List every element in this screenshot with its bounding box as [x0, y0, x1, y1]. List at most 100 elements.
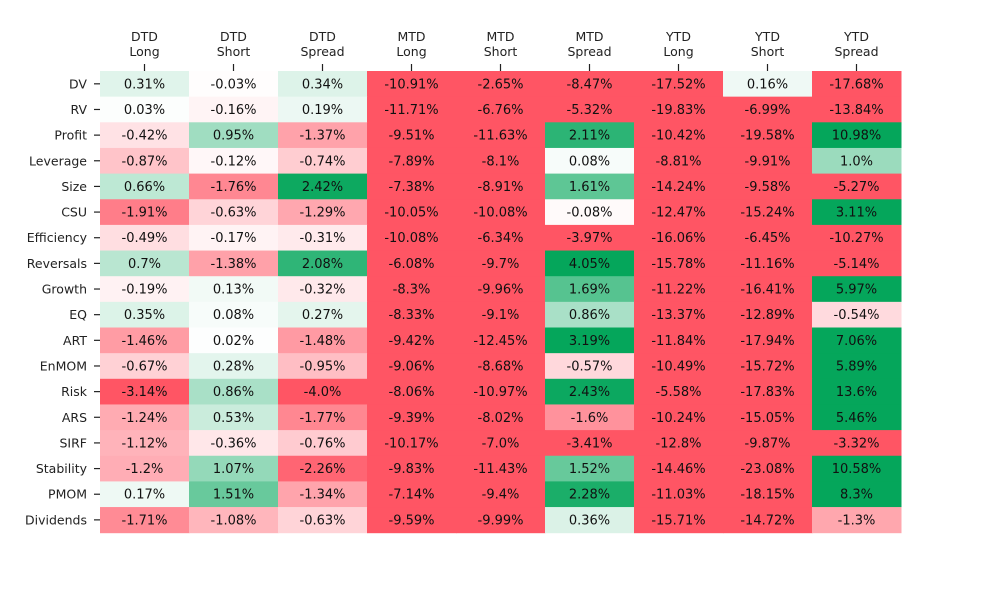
cell-value-label: -0.63% [211, 206, 257, 221]
heatmap-cell [278, 147, 368, 175]
heatmap-cell [456, 250, 546, 277]
cell-value-label: -8.1% [482, 154, 520, 169]
cell-value-label: -5.14% [834, 257, 880, 272]
column-label: YTD [754, 29, 780, 44]
heatmap-cell [189, 147, 279, 175]
heatmap-cell [634, 430, 724, 457]
heatmap-cell [278, 404, 368, 431]
cell-value-label: 0.35% [124, 308, 165, 323]
cell-value-label: -11.03% [651, 488, 705, 503]
cell-value-label: -9.4% [482, 488, 520, 503]
heatmap-cell [545, 276, 635, 303]
cell-value-label: -13.37% [651, 308, 705, 323]
cell-value-label: -9.99% [478, 513, 524, 528]
cell-value-label: 0.86% [213, 385, 254, 400]
cell-value-label: -15.24% [740, 206, 794, 221]
heatmap-cell [723, 250, 813, 277]
heatmap-cell [456, 122, 546, 149]
cell-value-label: 4.05% [569, 257, 610, 272]
heatmap-cell [189, 404, 279, 431]
heatmap-cell [723, 455, 813, 482]
cell-value-label: -2.65% [478, 77, 524, 92]
heatmap-cell [456, 96, 546, 123]
cell-value-label: -10.24% [651, 411, 705, 426]
cell-value-label: -9.06% [389, 359, 435, 374]
cell-value-label: -10.91% [384, 77, 438, 92]
heatmap-cell [545, 147, 635, 175]
heatmap-cell [723, 430, 813, 457]
cell-value-label: -8.81% [656, 154, 702, 169]
row-label: Reversals [27, 256, 87, 271]
row-label: PMOM [48, 487, 87, 502]
heatmap-cell [545, 507, 635, 534]
cell-value-label: -14.46% [651, 462, 705, 477]
cell-value-label: -0.57% [567, 359, 613, 374]
cell-value-label: 0.36% [569, 513, 610, 528]
heatmap-cell [100, 96, 190, 123]
heatmap-cell [367, 276, 457, 303]
heatmap-cell [456, 276, 546, 303]
heatmap-cell [812, 507, 902, 534]
heatmap-cell [367, 224, 457, 252]
heatmap-cell [634, 173, 724, 200]
row-label: ART [63, 333, 87, 348]
heatmap-cell [545, 353, 635, 380]
cell-value-label: -1.37% [300, 129, 346, 144]
heatmap-cell [634, 71, 724, 98]
cell-value-label: 0.08% [213, 308, 254, 323]
cell-value-label: -1.29% [300, 206, 346, 221]
cell-value-label: 5.89% [836, 359, 877, 374]
heatmap-cell [545, 404, 635, 431]
cell-value-label: -10.05% [384, 206, 438, 221]
cell-value-label: -9.96% [478, 283, 524, 298]
row-label: Dividends [25, 512, 87, 527]
heatmap-cell [278, 250, 368, 277]
row-label: CSU [61, 205, 87, 220]
cell-value-label: -0.74% [300, 154, 346, 169]
heatmap-cell [100, 455, 190, 482]
cell-value-label: -17.94% [740, 334, 794, 349]
cell-value-label: -9.7% [482, 257, 520, 272]
cell-value-label: -15.78% [651, 257, 705, 272]
heatmap-cell [812, 327, 902, 354]
cell-value-label: 0.13% [213, 283, 254, 298]
cell-value-label: -6.34% [478, 231, 524, 246]
cell-value-label: -10.08% [384, 231, 438, 246]
heatmap-cell [545, 71, 635, 98]
heatmap-cell [634, 276, 724, 303]
cell-value-label: -8.68% [478, 359, 524, 374]
column-label: DTD [220, 29, 247, 44]
heatmap-cell [634, 455, 724, 482]
heatmap-cell [367, 353, 457, 380]
heatmap-cell [812, 224, 902, 252]
cell-value-label: 13.6% [836, 385, 877, 400]
cell-value-label: -9.59% [389, 513, 435, 528]
heatmap-cell [545, 224, 635, 252]
heatmap-cell [367, 147, 457, 175]
cell-value-label: -11.22% [651, 283, 705, 298]
cell-value-label: -7.38% [389, 180, 435, 195]
cell-value-label: -0.32% [300, 283, 346, 298]
heatmap-cell [278, 301, 368, 328]
cell-value-label: -6.08% [389, 257, 435, 272]
column-label: YTD [843, 29, 869, 44]
column-label: MTD [397, 29, 425, 44]
heatmap-cell [278, 224, 368, 252]
heatmap-cell [723, 173, 813, 200]
heatmap-cell [545, 173, 635, 200]
cell-value-label: -0.03% [211, 77, 257, 92]
heatmap-cell [189, 353, 279, 380]
cell-value-label: -10.97% [473, 385, 527, 400]
heatmap-cell [189, 481, 279, 508]
heatmap-cell [189, 250, 279, 277]
cell-value-label: 0.31% [124, 77, 165, 92]
heatmap-cell [812, 147, 902, 175]
heatmap-cell [456, 455, 546, 482]
heatmap-cell [367, 301, 457, 328]
heatmap-cell [456, 199, 546, 226]
heatmap-cell [100, 507, 190, 534]
cell-value-label: -11.84% [651, 334, 705, 349]
cell-value-label: -23.08% [740, 462, 794, 477]
heatmap-cell [189, 276, 279, 303]
heatmap-cell [812, 378, 902, 405]
